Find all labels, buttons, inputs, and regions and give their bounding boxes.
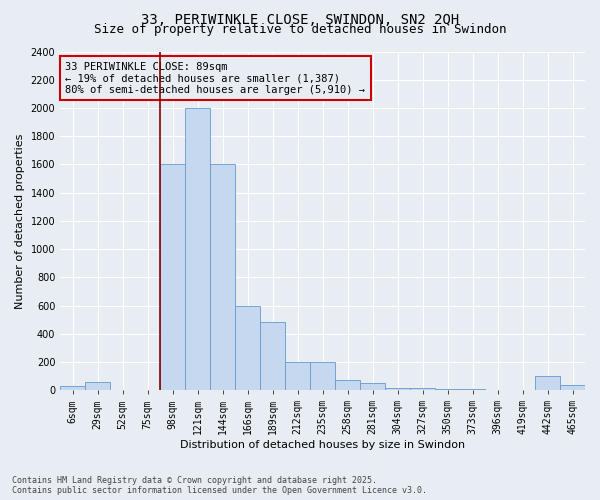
Bar (335, 380, 360, 390)
Bar (210, 164, 235, 390)
Bar (360, 383, 385, 390)
Bar (560, 384, 585, 390)
Text: Size of property relative to detached houses in Swindon: Size of property relative to detached ho… (94, 22, 506, 36)
Bar (535, 376, 560, 390)
Bar (285, 362, 310, 390)
Bar (185, 108, 210, 390)
Bar (260, 322, 285, 390)
Bar (85, 382, 110, 390)
Bar (410, 388, 435, 390)
Bar (160, 164, 185, 390)
Text: 33 PERIWINKLE CLOSE: 89sqm
← 19% of detached houses are smaller (1,387)
80% of s: 33 PERIWINKLE CLOSE: 89sqm ← 19% of deta… (65, 62, 365, 95)
Text: Contains HM Land Registry data © Crown copyright and database right 2025.
Contai: Contains HM Land Registry data © Crown c… (12, 476, 427, 495)
Y-axis label: Number of detached properties: Number of detached properties (15, 133, 25, 308)
Bar (60, 386, 85, 390)
Bar (435, 389, 460, 390)
Bar (385, 388, 410, 390)
Text: 33, PERIWINKLE CLOSE, SWINDON, SN2 2QH: 33, PERIWINKLE CLOSE, SWINDON, SN2 2QH (141, 12, 459, 26)
Bar (235, 306, 260, 390)
Bar (310, 362, 335, 390)
X-axis label: Distribution of detached houses by size in Swindon: Distribution of detached houses by size … (180, 440, 465, 450)
